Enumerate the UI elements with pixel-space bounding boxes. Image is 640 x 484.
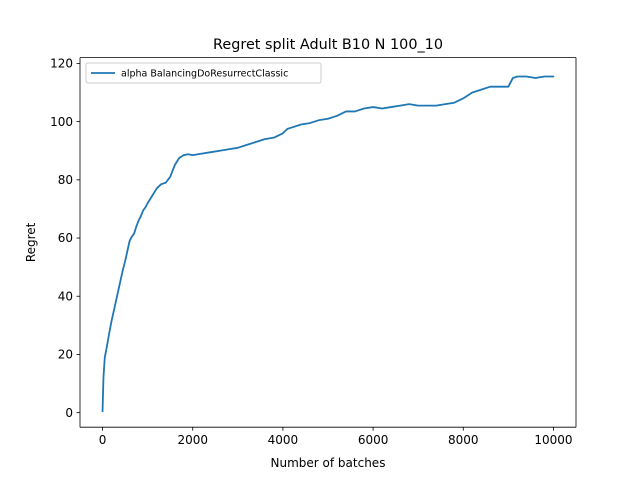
y-axis-label: Regret: [24, 222, 38, 262]
chart-title: Regret split Adult B10 N 100_10: [213, 37, 443, 53]
series-line-0: [101, 75, 555, 413]
legend-box: [85, 62, 322, 84]
axes-frame: [79, 57, 577, 428]
x-tick-label: 0: [99, 433, 107, 447]
y-tick-label: 120: [50, 57, 73, 71]
x-tick-label: 6000: [358, 433, 389, 447]
x-axis-label: Number of batches: [271, 456, 386, 470]
y-tick-label: 40: [58, 289, 73, 303]
x-axis-ticks: 0 2000 4000 6000 8000 10000: [99, 427, 573, 447]
y-tick-label: 0: [65, 406, 73, 420]
y-tick-label: 20: [58, 348, 73, 362]
x-tick-label: 10000: [534, 433, 572, 447]
legend: alpha BalancingDoResurrectClassic: [85, 62, 322, 84]
x-tick-label: 4000: [268, 433, 299, 447]
y-tick-label: 80: [58, 173, 73, 187]
plot-area: [80, 57, 576, 428]
y-axis-ticks: 0 20 40 60 80 100 120: [50, 57, 80, 420]
x-tick-label: 8000: [448, 433, 479, 447]
series-layer: [101, 75, 555, 413]
y-tick-label: 100: [50, 115, 73, 129]
x-tick-label: 2000: [177, 433, 208, 447]
y-tick-label: 60: [58, 231, 73, 245]
legend-label: alpha BalancingDoResurrectClassic: [121, 69, 288, 80]
